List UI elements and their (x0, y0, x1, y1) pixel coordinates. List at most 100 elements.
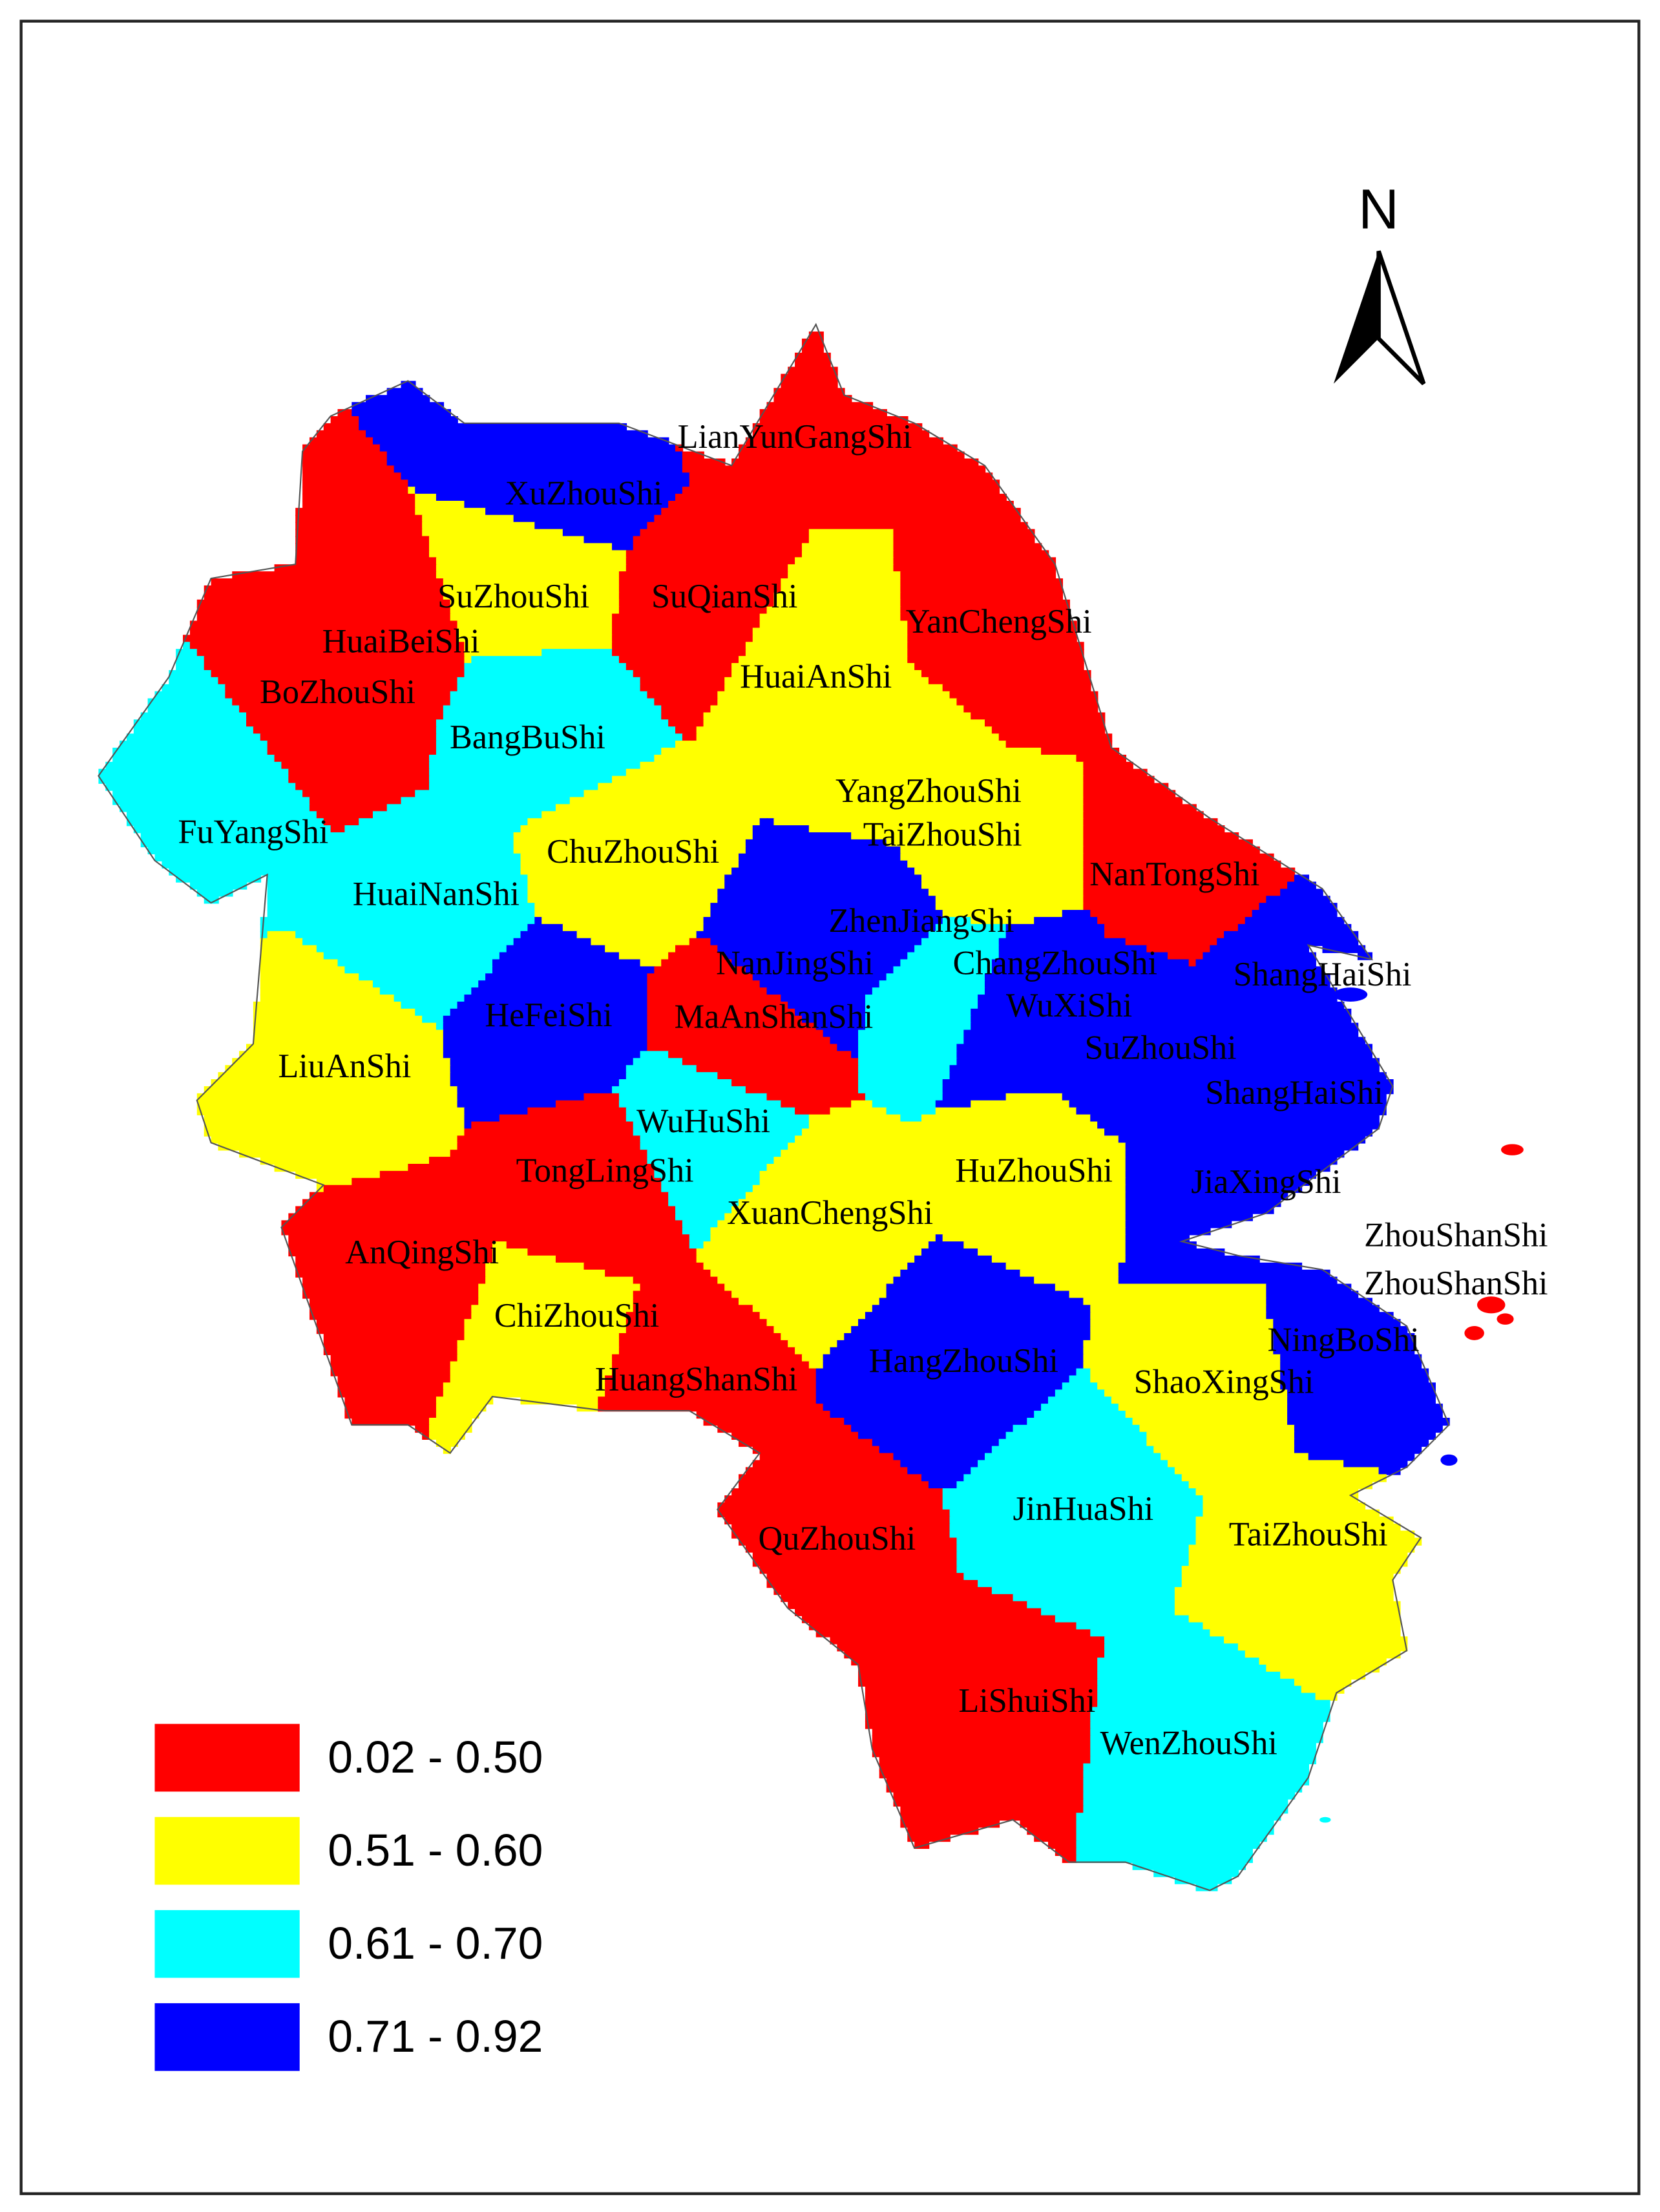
region-cell (823, 916, 943, 925)
region-cell (640, 1143, 789, 1151)
region-cell (520, 867, 733, 876)
region-cell (766, 987, 867, 996)
region-cell (844, 1417, 1028, 1426)
region-cell (316, 860, 521, 869)
region-cell (717, 1424, 796, 1433)
region-cell (815, 1382, 1064, 1391)
region-cell (928, 1185, 1127, 1193)
region-label: ChiZhouShi (494, 1297, 659, 1334)
region-cell (1083, 1347, 1274, 1356)
region-cell (1153, 1446, 1296, 1454)
region-cell (1245, 1650, 1401, 1659)
region-cell (415, 1424, 430, 1433)
region-cell (576, 931, 697, 940)
region-cell (598, 783, 740, 791)
region-cell (401, 472, 691, 481)
region-cell (457, 1157, 648, 1165)
region-cell (534, 910, 711, 918)
region-cell (1111, 1283, 1267, 1292)
region-cell (112, 754, 275, 763)
region-cell (844, 952, 909, 960)
region-cell (253, 1008, 416, 1017)
region-cell (942, 1495, 1204, 1504)
region-cell (612, 1354, 803, 1362)
region-cell (1005, 931, 1106, 940)
region-cell (260, 923, 282, 932)
region-cell (534, 903, 711, 911)
region-cell (900, 1114, 923, 1122)
region-cell (443, 1029, 648, 1038)
region-cell (1245, 916, 1345, 925)
region-cell (1188, 1615, 1401, 1623)
region-cell (443, 705, 662, 713)
region-cell (295, 550, 430, 558)
region-cell (633, 1290, 733, 1299)
region-cell (956, 1537, 1197, 1546)
region-cell (717, 761, 803, 770)
region-cell (724, 1516, 951, 1524)
region-cell (147, 705, 240, 713)
region-label: LiShuiShi (958, 1682, 1095, 1720)
region-cell (914, 1128, 1106, 1137)
region-cell (527, 1248, 697, 1257)
region-cell (886, 839, 901, 848)
region-cell (344, 966, 494, 974)
region-cell (731, 669, 894, 679)
region-cell (605, 1375, 817, 1384)
region-cell (872, 1735, 1091, 1743)
regions (98, 322, 1450, 1891)
region-cell (302, 938, 514, 946)
region-cell (267, 881, 304, 890)
region-cell (239, 1150, 451, 1158)
region-cell (443, 585, 620, 594)
region-cell (633, 1276, 641, 1285)
region-label: WuHuShi (636, 1102, 770, 1140)
region-cell (710, 1234, 937, 1243)
region-cell (408, 487, 416, 495)
region-cell (1104, 938, 1127, 946)
region-cell (795, 1608, 930, 1616)
region-cell (1083, 775, 1155, 784)
island (1464, 1326, 1484, 1340)
region-cell (1217, 1015, 1352, 1024)
region-cell (1217, 1022, 1359, 1031)
region-cell (457, 627, 613, 636)
region-cell (984, 980, 1091, 989)
region-cell (1076, 1820, 1274, 1828)
region-cell (1083, 874, 1296, 883)
region-cell (689, 938, 711, 946)
region-cell (1224, 1058, 1380, 1066)
region-cell (928, 811, 1084, 819)
region-cell (781, 381, 838, 389)
region-cell (618, 656, 740, 664)
region-cell (703, 754, 810, 763)
region-cell (1090, 748, 1120, 756)
region-cell (204, 896, 219, 904)
region-cell (429, 1417, 472, 1426)
region-cell (914, 1622, 1077, 1630)
region-cell (246, 606, 451, 615)
region-cell (147, 698, 233, 706)
region-cell (956, 1559, 1190, 1567)
region-cell (858, 1319, 1091, 1327)
region-cell (851, 712, 972, 721)
region-cell (415, 1008, 451, 1017)
region-cell (914, 1143, 1127, 1151)
island (1333, 987, 1368, 1002)
region-cell (661, 959, 733, 967)
region-cell (450, 1058, 635, 1066)
region-cell (288, 635, 458, 643)
region-cell (1188, 1544, 1415, 1553)
region-cell (647, 1029, 824, 1038)
region-cell (302, 889, 529, 897)
region-cell (1090, 973, 1197, 982)
region-cell (858, 1044, 958, 1052)
region-cell (1181, 1474, 1253, 1482)
region-cell (140, 839, 331, 848)
region-label: SuZhouShi (1085, 1029, 1237, 1066)
region-cell (661, 1177, 761, 1186)
region-cell (316, 1177, 353, 1186)
region-cell (633, 1305, 754, 1313)
region-cell (1090, 1742, 1316, 1751)
region-cell (893, 1643, 1106, 1652)
